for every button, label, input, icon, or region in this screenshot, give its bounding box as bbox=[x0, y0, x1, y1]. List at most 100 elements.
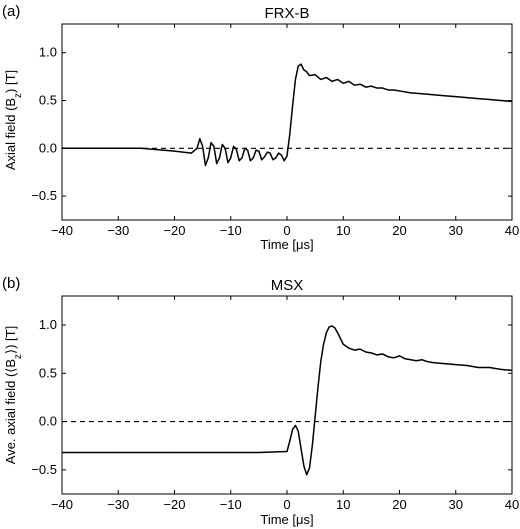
panel-a-x-tick-label: 0 bbox=[283, 223, 290, 238]
panel-a-data-point bbox=[238, 160, 240, 162]
panel-a-data-point bbox=[320, 78, 322, 81]
panel-a-data-point bbox=[289, 133, 291, 135]
panel-b-data-point bbox=[421, 359, 423, 361]
panel-a-data-point bbox=[410, 92, 412, 94]
panel-a-data-point bbox=[511, 100, 513, 103]
panel-a-data-point bbox=[230, 157, 232, 159]
panel-a-data-point bbox=[292, 104, 294, 106]
panel-b-data-point bbox=[173, 451, 176, 454]
panel-b-data-point bbox=[322, 343, 325, 345]
panel-b-x-tick-label: 20 bbox=[392, 497, 406, 512]
panel-a-data-point bbox=[266, 151, 268, 153]
panel-a-data-point bbox=[280, 154, 282, 156]
panel-a-x-tick-label: −30 bbox=[107, 223, 129, 238]
panel-b-y-tick-label: −0.5 bbox=[31, 462, 57, 477]
panel-a-data-point bbox=[500, 99, 502, 102]
panel-b-data-point bbox=[353, 349, 356, 351]
panel-b-x-tick-label: 40 bbox=[505, 497, 519, 512]
panel-b-data-point bbox=[359, 348, 361, 350]
panel-b-data-point bbox=[370, 352, 372, 354]
panel-b-data-point bbox=[432, 362, 434, 364]
panel-b-data-point bbox=[297, 430, 299, 432]
panel-a-data-point bbox=[283, 160, 285, 162]
panel-a-data-point bbox=[306, 71, 308, 73]
panel-a-title: FRX-B bbox=[265, 5, 310, 22]
panel-a-x-tick-label: 20 bbox=[392, 223, 406, 238]
panel-a-y-tick-label: −0.5 bbox=[31, 188, 57, 203]
panel-b-data-point bbox=[500, 368, 502, 371]
panel-a-data-point bbox=[303, 69, 305, 71]
panel-a-data-point bbox=[393, 89, 395, 91]
panel-a-y-axis-label-main: Axial field (B bbox=[3, 98, 18, 170]
panel-a-data-point bbox=[331, 80, 333, 82]
panel-a-data-point bbox=[140, 147, 142, 149]
panel-b-data-point bbox=[311, 445, 313, 447]
panel-a-data-point bbox=[477, 97, 479, 100]
panel-b-x-tick-label: 0 bbox=[283, 497, 290, 512]
panel-a-data-point bbox=[221, 143, 223, 146]
panel-a-data-point bbox=[387, 89, 389, 91]
panel-a-data-point bbox=[297, 65, 299, 67]
panel-a-data-point bbox=[294, 78, 297, 81]
panel-b-data-point bbox=[303, 465, 305, 467]
panel-a-x-axis-label: Time [μs] bbox=[260, 237, 313, 252]
panel-a-x-tick-label: −40 bbox=[51, 223, 73, 238]
panel-b-data-point bbox=[342, 343, 344, 345]
panel-a-data-point bbox=[202, 145, 204, 147]
panel-b-data-point bbox=[230, 451, 232, 454]
panel-a-data-point bbox=[261, 159, 263, 161]
panel-b-data-point bbox=[410, 359, 412, 361]
panel-a-data-point bbox=[277, 152, 280, 154]
panel-a-y-tick-label: 1.0 bbox=[39, 45, 57, 60]
panel-b-data-point bbox=[488, 366, 491, 369]
panel-b-data-point bbox=[294, 424, 297, 427]
panel-a-data-point bbox=[252, 157, 254, 159]
panel-b-y-axis-label-sub: z bbox=[13, 354, 24, 359]
panel-a-data-point bbox=[263, 156, 266, 158]
panel-b-data-point bbox=[376, 354, 378, 356]
panel-b-y-axis-label-main: Ave. axial field (⟨B bbox=[3, 359, 18, 464]
panel-b-data-point bbox=[393, 357, 395, 359]
panel-a-data-point bbox=[227, 162, 229, 164]
panel-b-data-point bbox=[258, 451, 260, 454]
panel-a-data-point bbox=[314, 74, 316, 76]
panel-a-plot: −40 −30 −20 −10 0 10 20 30 40 −0.5 0.0 0.5 1.0 bbox=[31, 23, 519, 238]
panel-b-x-tick-label: −40 bbox=[51, 497, 73, 512]
panel-a-data-point bbox=[269, 152, 271, 154]
panel-a-data-point bbox=[272, 159, 274, 161]
panel-b-data-point bbox=[477, 366, 479, 369]
panel-b-data-point bbox=[455, 363, 457, 366]
panel-a-data-point bbox=[421, 93, 423, 95]
panel-b-y-tick-label: 1.0 bbox=[39, 317, 57, 332]
panel-b-x-tick-label: 10 bbox=[336, 497, 350, 512]
panel-a-data-point bbox=[466, 97, 468, 99]
panel-b-data-point bbox=[398, 355, 401, 357]
panel-a-data-point bbox=[359, 83, 361, 85]
panel-a-data-point bbox=[370, 85, 372, 87]
panel-a-data-point bbox=[213, 145, 215, 147]
panel-a-data-point bbox=[443, 95, 446, 97]
panel-b-data-point bbox=[334, 327, 336, 329]
panel-b-x-tick-label: −10 bbox=[220, 497, 242, 512]
panel-a-y-tick-label: 0.5 bbox=[39, 92, 57, 107]
panel-b-x-tick-label: −20 bbox=[163, 497, 185, 512]
panel-b-data-point bbox=[427, 361, 429, 363]
panel-b-y-tick-label: 0.0 bbox=[39, 414, 57, 429]
panel-a-data-point bbox=[353, 84, 356, 86]
panel-b-data-point bbox=[325, 332, 327, 334]
panel-a-y-tick-label: 0.0 bbox=[39, 140, 57, 155]
panel-b-data-point bbox=[339, 337, 342, 340]
panel-a-data-point bbox=[210, 141, 212, 144]
panel-a-x-tick-label: 40 bbox=[505, 223, 519, 238]
panel-a-y-axis-label: Axial field (Bz) [T] bbox=[3, 70, 24, 170]
panel-a-y-axis-label-sub: z bbox=[13, 93, 24, 98]
panel-a-data-point bbox=[308, 75, 311, 77]
panel-a-data-point bbox=[204, 164, 207, 167]
panel-a-data-point bbox=[61, 147, 63, 149]
panel-a-data-point bbox=[275, 157, 277, 159]
panel-b-data-point bbox=[300, 448, 302, 450]
panel-b-data-point bbox=[306, 474, 308, 476]
panel-a-data-point bbox=[255, 149, 257, 151]
panel-b-frame bbox=[61, 295, 513, 495]
